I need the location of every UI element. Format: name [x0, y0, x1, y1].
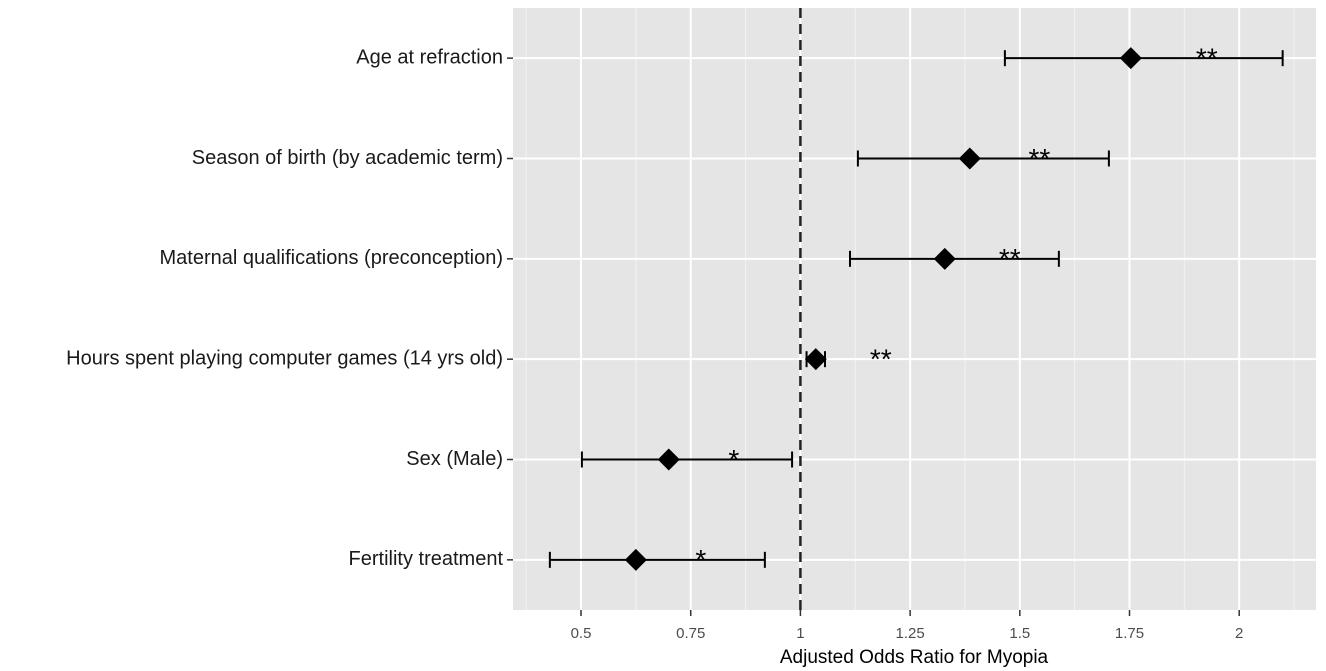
- y-tick-label: Maternal qualifications (preconception): [159, 247, 503, 269]
- y-tick-label: Season of birth (by academic term): [192, 147, 503, 169]
- significance-label: **: [1028, 143, 1050, 174]
- x-tick-label: 0.5: [571, 625, 592, 642]
- point: [958, 147, 981, 170]
- y-tick-label: Sex (Male): [406, 448, 503, 470]
- x-tick-label: 2: [1235, 625, 1243, 642]
- y-tick-label: Hours spent playing computer games (14 y…: [66, 347, 503, 369]
- y-tick-label: Age at refraction: [356, 46, 503, 68]
- point: [804, 348, 827, 371]
- significance-label: **: [999, 243, 1021, 274]
- point: [1119, 47, 1142, 70]
- x-tick-label: 1: [796, 625, 804, 642]
- x-axis-title: Adjusted Odds Ratio for Myopia: [780, 647, 1049, 668]
- point: [933, 247, 956, 270]
- significance-label: *: [695, 544, 706, 575]
- point: [657, 448, 680, 471]
- y-tick-label: Fertility treatment: [349, 548, 504, 570]
- x-tick-label: 1.75: [1115, 625, 1144, 642]
- significance-label: **: [870, 344, 892, 375]
- x-tick-label: 1.5: [1009, 625, 1030, 642]
- x-tick-label: 1.25: [896, 625, 925, 642]
- x-tick-label: 0.75: [676, 625, 705, 642]
- significance-label: *: [728, 444, 739, 475]
- panel: [513, 8, 1316, 610]
- point: [624, 548, 647, 571]
- significance-label: **: [1196, 43, 1218, 74]
